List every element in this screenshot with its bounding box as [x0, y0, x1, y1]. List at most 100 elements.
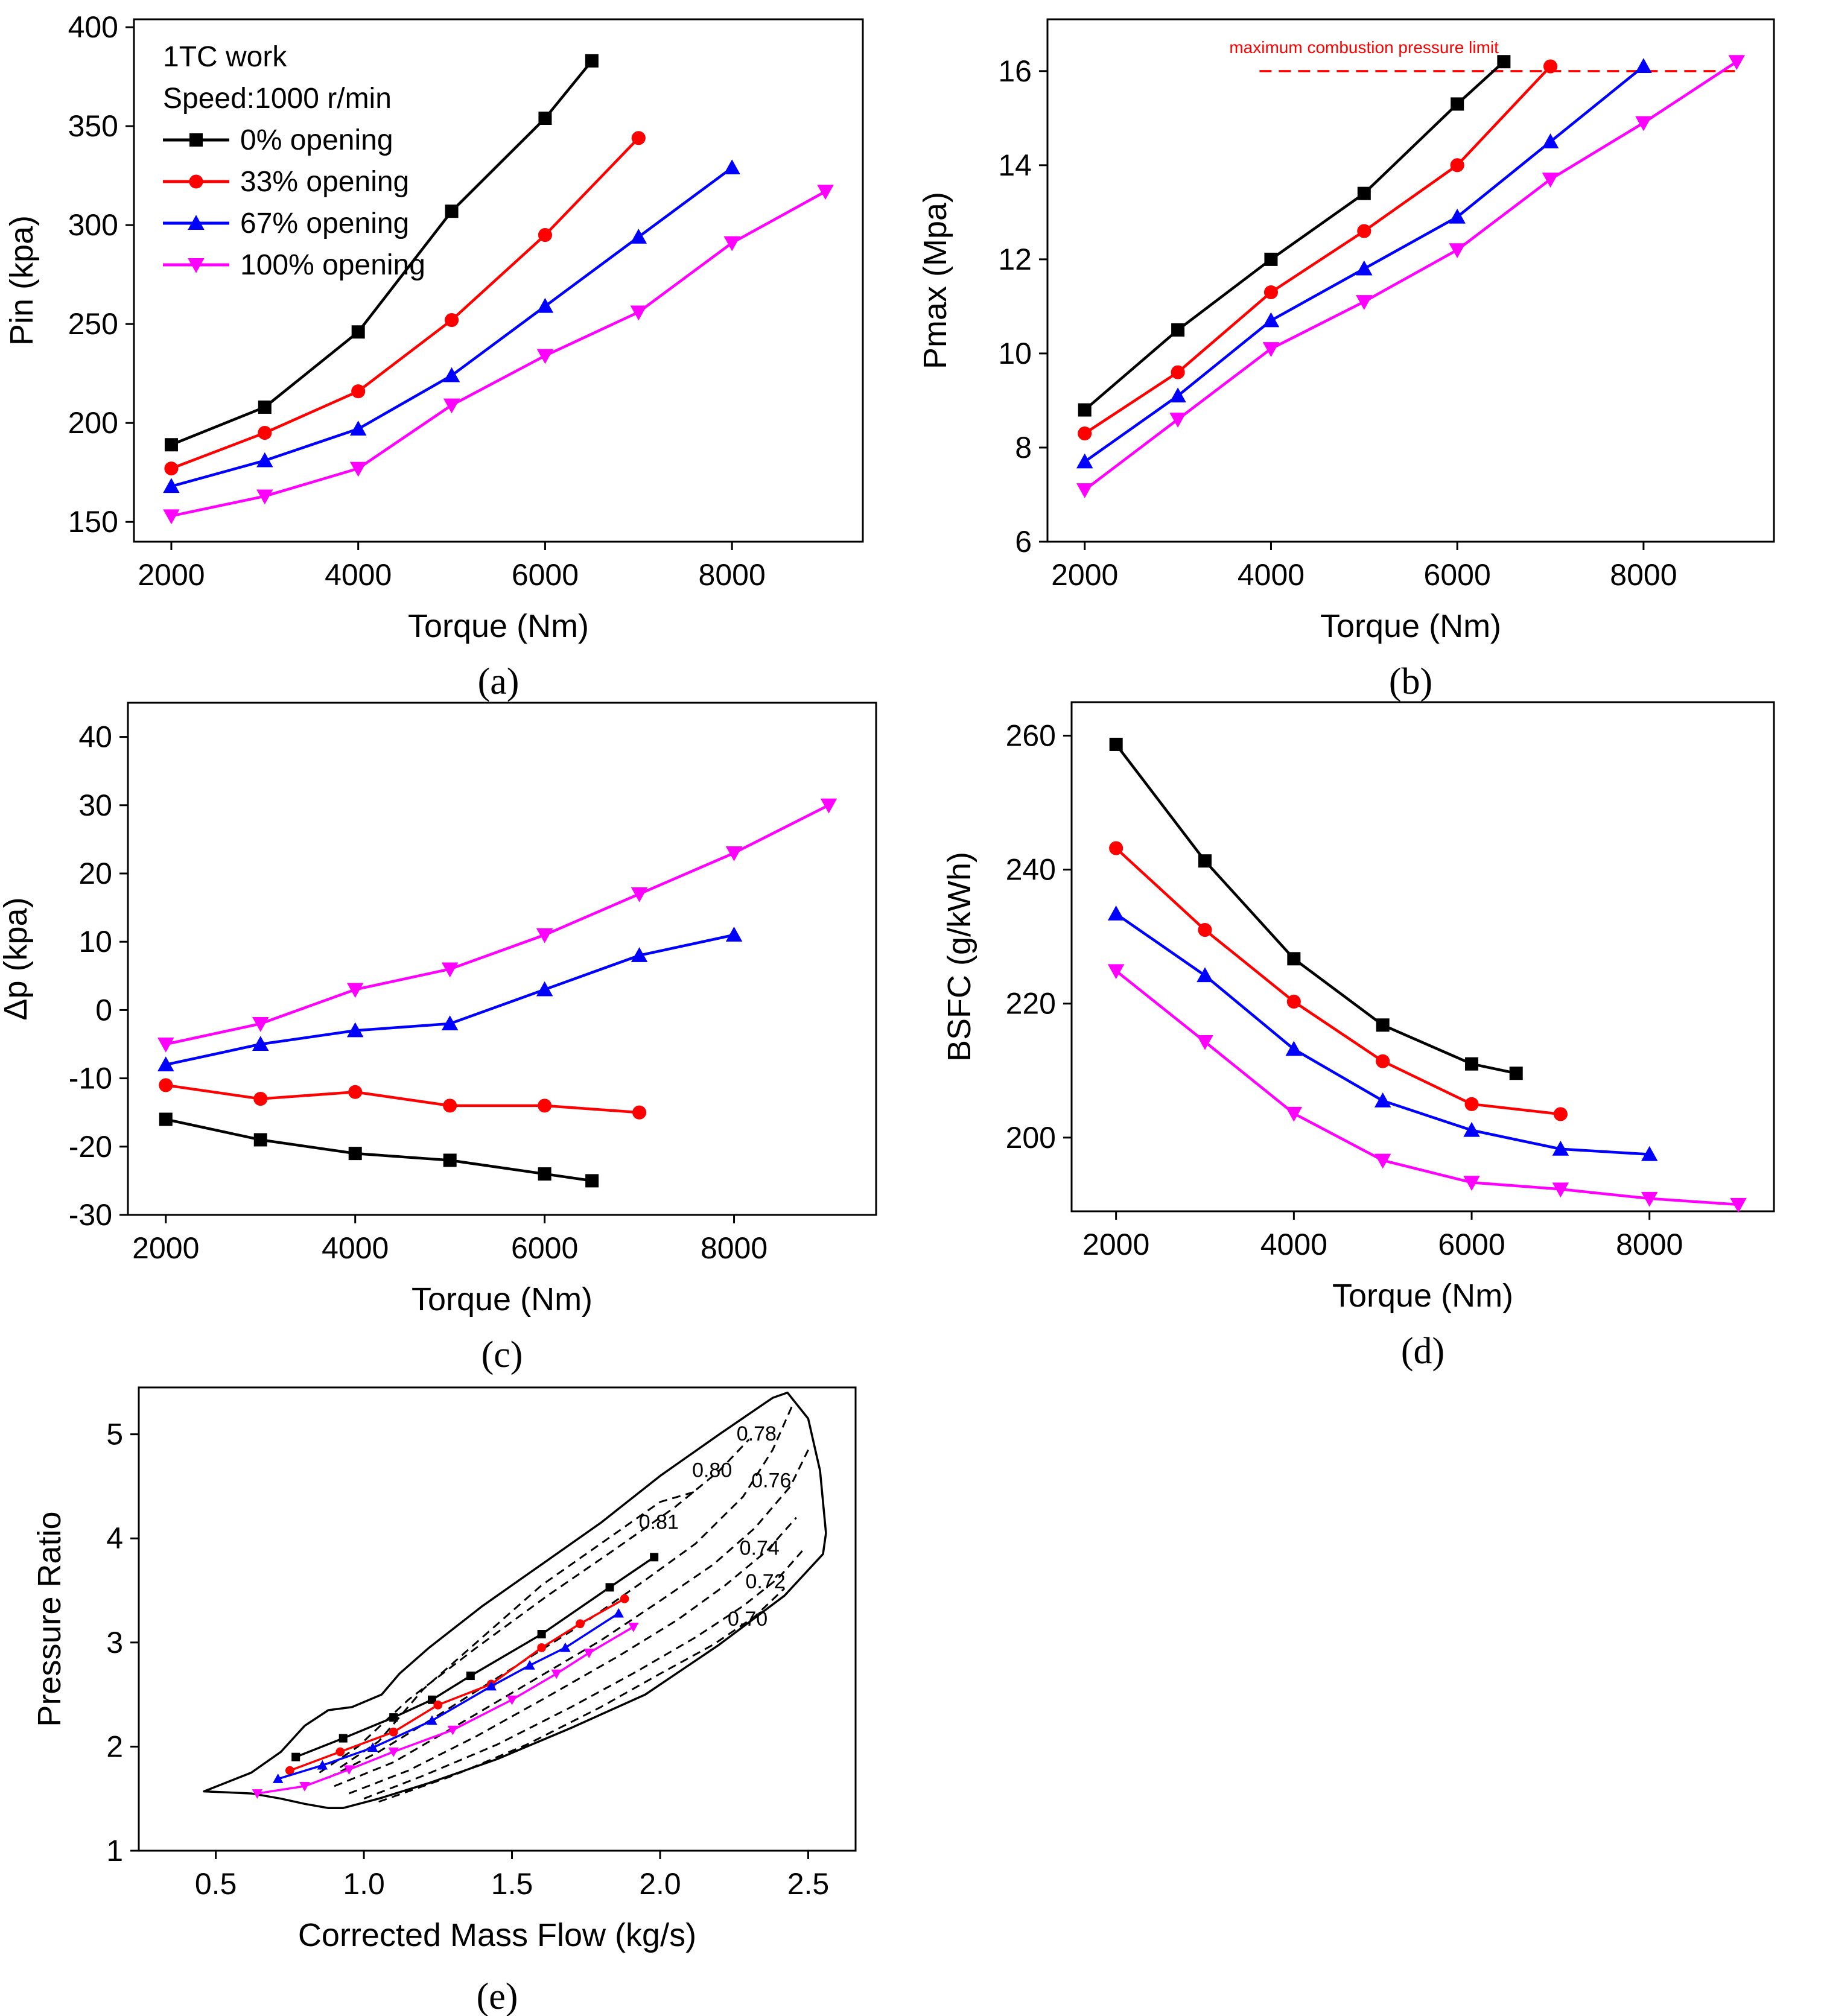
legend-header: 1TC work	[163, 41, 287, 73]
y-tick-label: 0	[95, 993, 112, 1027]
limit-annotation: maximum combustion pressure limit	[1229, 38, 1499, 57]
data-point	[253, 1133, 267, 1147]
data-point	[1635, 58, 1652, 74]
data-point	[1552, 1140, 1569, 1156]
y-tick-label: 20	[78, 857, 112, 890]
data-point	[1376, 1018, 1390, 1032]
y-tick-label: 40	[78, 720, 112, 754]
series-line	[165, 1118, 593, 1182]
data-point	[613, 1608, 624, 1618]
data-point	[1542, 133, 1559, 148]
series-line	[1084, 60, 1738, 491]
data-point	[1076, 483, 1093, 498]
legend: 1TC work Speed:1000 r/min 0% opening 33% op…	[163, 41, 425, 281]
series-line	[289, 1597, 625, 1772]
y-tick-label: -20	[69, 1130, 112, 1164]
series-line	[171, 190, 827, 518]
efficiency-contour-label: 0.80	[692, 1459, 732, 1482]
y-tick-label: 10	[78, 925, 112, 959]
data-point	[1497, 55, 1511, 69]
panel-d: 2000 4000 6000 8000 200 220 240 260 Torque (Nm) B…	[941, 701, 1775, 1372]
data-point	[1197, 1035, 1213, 1050]
x-tick-label: 4000	[325, 558, 392, 592]
data-point	[351, 325, 365, 339]
x-tick-label: 1.0	[343, 1867, 385, 1901]
data-point	[258, 426, 272, 440]
series-100-opening	[1076, 55, 1746, 498]
x-tick-label: 2.5	[787, 1867, 830, 1901]
legend-swatch-marker	[189, 174, 203, 189]
data-point	[252, 1036, 269, 1051]
data-point	[536, 981, 553, 997]
efficiency-contour-label: 0.72	[745, 1570, 785, 1593]
data-point	[1635, 116, 1652, 132]
panel-label: (a)	[478, 661, 520, 702]
y-axis-label: BSFC (g/kWh)	[941, 852, 977, 1062]
data-point	[630, 305, 647, 321]
data-point	[346, 1022, 364, 1038]
data-point	[1107, 964, 1125, 980]
efficiency-contour	[349, 1517, 797, 1795]
data-point	[1449, 208, 1466, 224]
x-tick-label: 8000	[699, 558, 766, 592]
data-point	[1374, 1092, 1391, 1108]
data-point	[253, 1092, 268, 1106]
data-point	[817, 185, 834, 200]
data-point	[486, 1681, 497, 1691]
y-tick-label: -10	[69, 1062, 112, 1095]
data-point	[256, 452, 273, 468]
y-tick-label: 200	[1006, 1121, 1056, 1155]
y-tick-label: 2	[106, 1729, 123, 1763]
data-point	[820, 798, 837, 814]
data-point	[538, 112, 552, 125]
efficiency-contour-label: 0.81	[639, 1511, 679, 1534]
data-point	[1198, 923, 1212, 937]
data-point	[443, 398, 460, 414]
series-line	[165, 804, 830, 1046]
data-point	[258, 400, 272, 414]
x-tick-label: 2000	[132, 1231, 199, 1265]
data-point	[605, 1583, 614, 1592]
data-point	[723, 159, 740, 175]
series-0-opening	[159, 1112, 599, 1188]
data-point	[628, 1622, 639, 1632]
x-tick-label: 2000	[138, 558, 205, 592]
y-tick-label: 400	[68, 10, 118, 44]
data-point	[1463, 1176, 1480, 1191]
data-point	[650, 1553, 659, 1562]
series-line	[171, 137, 640, 470]
data-point	[1465, 1057, 1479, 1071]
x-tick-label: 6000	[512, 558, 579, 592]
data-point	[1107, 905, 1125, 921]
data-point	[506, 1695, 518, 1705]
data-point	[1197, 967, 1213, 983]
x-axis-label: Torque (Nm)	[408, 608, 589, 644]
data-point	[367, 1742, 378, 1752]
panel-b: 2000 4000 6000 8000 6 8 10 12 14 16 Torque (Nm) Pma…	[917, 18, 1775, 702]
data-point	[632, 1105, 647, 1120]
data-point	[1451, 97, 1464, 111]
data-point	[256, 489, 273, 505]
y-tick-label: 5	[106, 1418, 123, 1451]
data-point	[1463, 1121, 1480, 1137]
series-33-opening	[1109, 841, 1568, 1121]
y-tick-label: 14	[998, 148, 1032, 182]
data-point	[537, 1643, 546, 1652]
data-point	[1169, 387, 1186, 403]
data-point	[536, 297, 554, 313]
data-point	[1376, 1054, 1390, 1068]
data-point	[1730, 1197, 1747, 1213]
y-tick-label: 150	[68, 505, 118, 539]
data-point	[1449, 243, 1466, 259]
series-33-opening	[159, 1078, 647, 1120]
series-33-opening	[164, 131, 646, 476]
x-tick-label: 8000	[1610, 558, 1677, 592]
data-point	[445, 204, 459, 218]
plot-frame	[127, 702, 877, 1216]
plot-frame	[133, 18, 864, 543]
data-point	[536, 349, 554, 364]
data-point	[157, 1056, 174, 1071]
data-point	[1169, 413, 1186, 428]
data-point	[1542, 173, 1559, 188]
data-point	[723, 236, 740, 252]
